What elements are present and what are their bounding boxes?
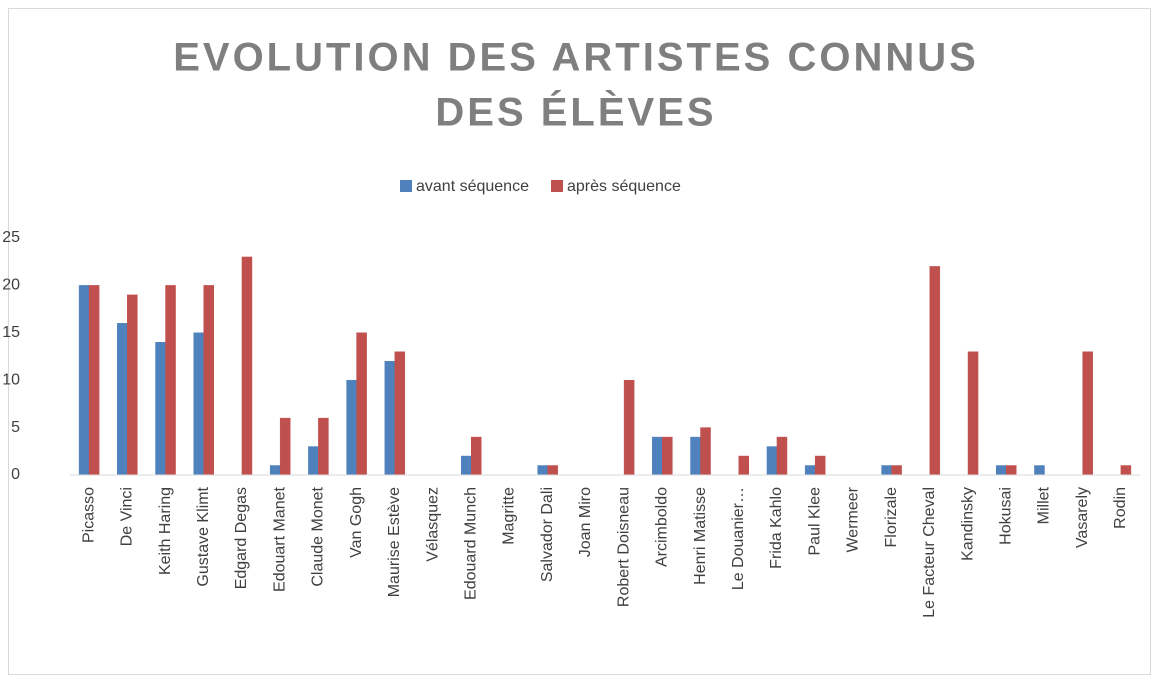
bar <box>203 285 214 476</box>
bar <box>814 455 826 476</box>
x-tick-label: Millet <box>1036 486 1053 524</box>
x-tick-label: Gustave Klimt <box>195 486 212 586</box>
bar <box>1006 465 1017 476</box>
chart-title: EVOLUTION DES ARTISTES CONNUS <box>173 36 979 80</box>
bar <box>652 436 663 476</box>
x-tick-label: Edouard Munch <box>462 487 479 600</box>
bar <box>78 285 90 476</box>
x-tick-label: Joan Miro <box>577 487 594 557</box>
bar <box>891 465 902 476</box>
bar <box>279 417 291 476</box>
x-tick-label: Henri Matisse <box>692 487 709 585</box>
y-tick-label: 15 <box>2 324 20 341</box>
y-tick-label: 25 <box>2 229 20 246</box>
bar <box>165 285 176 476</box>
bar <box>193 332 204 476</box>
x-tick-label: Paul Klee <box>806 487 823 556</box>
bar <box>155 342 166 476</box>
legend-swatch <box>400 180 412 192</box>
bar <box>804 465 816 476</box>
x-tick-label: Salvador Dali <box>539 487 556 582</box>
x-tick-label: Rodin <box>1112 487 1129 529</box>
bar <box>690 436 701 476</box>
bar <box>1082 351 1093 476</box>
bar <box>127 294 138 476</box>
bar <box>967 351 979 476</box>
bar <box>318 417 329 476</box>
legend-label: avant séquence <box>416 178 529 195</box>
x-tick-label: Keith Haring <box>157 487 174 575</box>
bar <box>623 379 635 476</box>
bar <box>996 465 1007 476</box>
x-tick-label: Le Facteur Cheval <box>921 487 938 618</box>
x-tick-label: Edouart Manet <box>271 486 288 592</box>
bar <box>88 285 100 476</box>
y-tick-label: 20 <box>2 277 20 294</box>
x-tick-label: Arcimboldo <box>654 487 671 567</box>
x-tick-label: Kandinsky <box>959 487 976 561</box>
x-tick-label: Vélasquez <box>424 487 441 562</box>
bar <box>929 266 941 476</box>
bar <box>766 446 778 476</box>
x-tick-label: Frida Kahlo <box>768 487 785 569</box>
x-tick-label: Hokusai <box>997 487 1014 545</box>
bar <box>662 436 673 476</box>
bar <box>1120 465 1132 476</box>
x-tick-label: Florizale <box>883 487 900 548</box>
bar <box>241 256 253 476</box>
legend-label: après séquence <box>567 178 681 195</box>
bar <box>308 446 319 476</box>
x-tick-label: Robert Doisneau <box>615 487 632 607</box>
bar <box>700 427 711 476</box>
x-tick-label: Maurise Estève <box>386 487 403 597</box>
x-tick-label: Edgard Degas <box>233 487 250 589</box>
bar <box>269 465 281 476</box>
x-tick-label: Wermeer <box>845 486 862 552</box>
bar <box>547 465 558 476</box>
bar <box>881 465 892 476</box>
legend-swatch <box>550 180 563 192</box>
bar <box>537 465 548 476</box>
x-tick-label: Van Gogh <box>348 487 365 558</box>
bar <box>738 455 749 476</box>
chart-title: DES ÉLÈVES <box>435 90 716 135</box>
bar <box>346 379 357 476</box>
x-tick-label: De Vinci <box>119 487 136 546</box>
x-tick-label: Picasso <box>80 487 97 543</box>
x-tick-label: Magritte <box>501 487 518 545</box>
bar <box>776 436 788 476</box>
y-tick-label: 0 <box>11 466 20 483</box>
bar <box>461 455 472 476</box>
x-tick-label: Vasarely <box>1074 487 1091 548</box>
y-tick-label: 5 <box>11 419 20 436</box>
bar <box>394 351 406 476</box>
x-tick-label: Claude Monet <box>310 486 327 586</box>
bar <box>384 360 396 476</box>
x-tick-label: Le Douanier… <box>730 487 747 590</box>
bar <box>471 436 482 476</box>
bar <box>1034 465 1045 476</box>
bar <box>117 323 128 476</box>
bar <box>356 332 367 476</box>
y-tick-label: 10 <box>2 371 20 388</box>
